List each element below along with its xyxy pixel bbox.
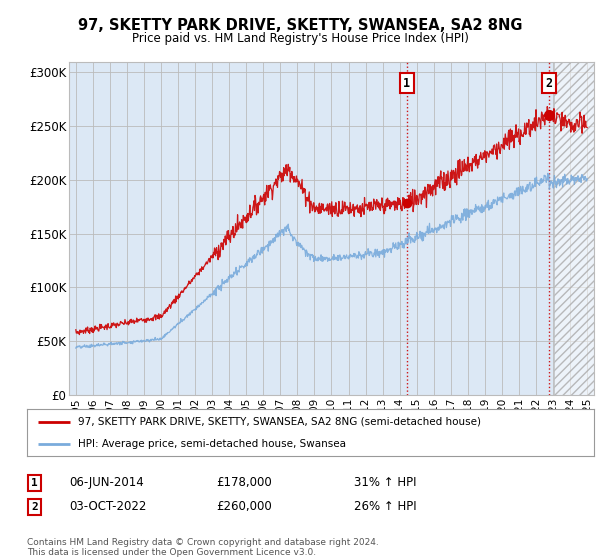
Text: 97, SKETTY PARK DRIVE, SKETTY, SWANSEA, SA2 8NG: 97, SKETTY PARK DRIVE, SKETTY, SWANSEA, … [78, 18, 522, 33]
Text: HPI: Average price, semi-detached house, Swansea: HPI: Average price, semi-detached house,… [78, 438, 346, 449]
Text: 2: 2 [31, 502, 38, 512]
Text: £260,000: £260,000 [216, 500, 272, 514]
Text: Contains HM Land Registry data © Crown copyright and database right 2024.
This d: Contains HM Land Registry data © Crown c… [27, 538, 379, 557]
Text: Price paid vs. HM Land Registry's House Price Index (HPI): Price paid vs. HM Land Registry's House … [131, 32, 469, 45]
Bar [554, 62, 600, 395]
Text: 31% ↑ HPI: 31% ↑ HPI [354, 476, 416, 489]
Text: 06-JUN-2014: 06-JUN-2014 [69, 476, 144, 489]
Text: £178,000: £178,000 [216, 476, 272, 489]
Bar [554, 62, 600, 395]
Text: 97, SKETTY PARK DRIVE, SKETTY, SWANSEA, SA2 8NG (semi-detached house): 97, SKETTY PARK DRIVE, SKETTY, SWANSEA, … [78, 417, 481, 427]
Text: 1: 1 [403, 77, 410, 90]
Text: 26% ↑ HPI: 26% ↑ HPI [354, 500, 416, 514]
Text: 1: 1 [31, 478, 38, 488]
Text: 2: 2 [545, 77, 553, 90]
Text: 03-OCT-2022: 03-OCT-2022 [69, 500, 146, 514]
